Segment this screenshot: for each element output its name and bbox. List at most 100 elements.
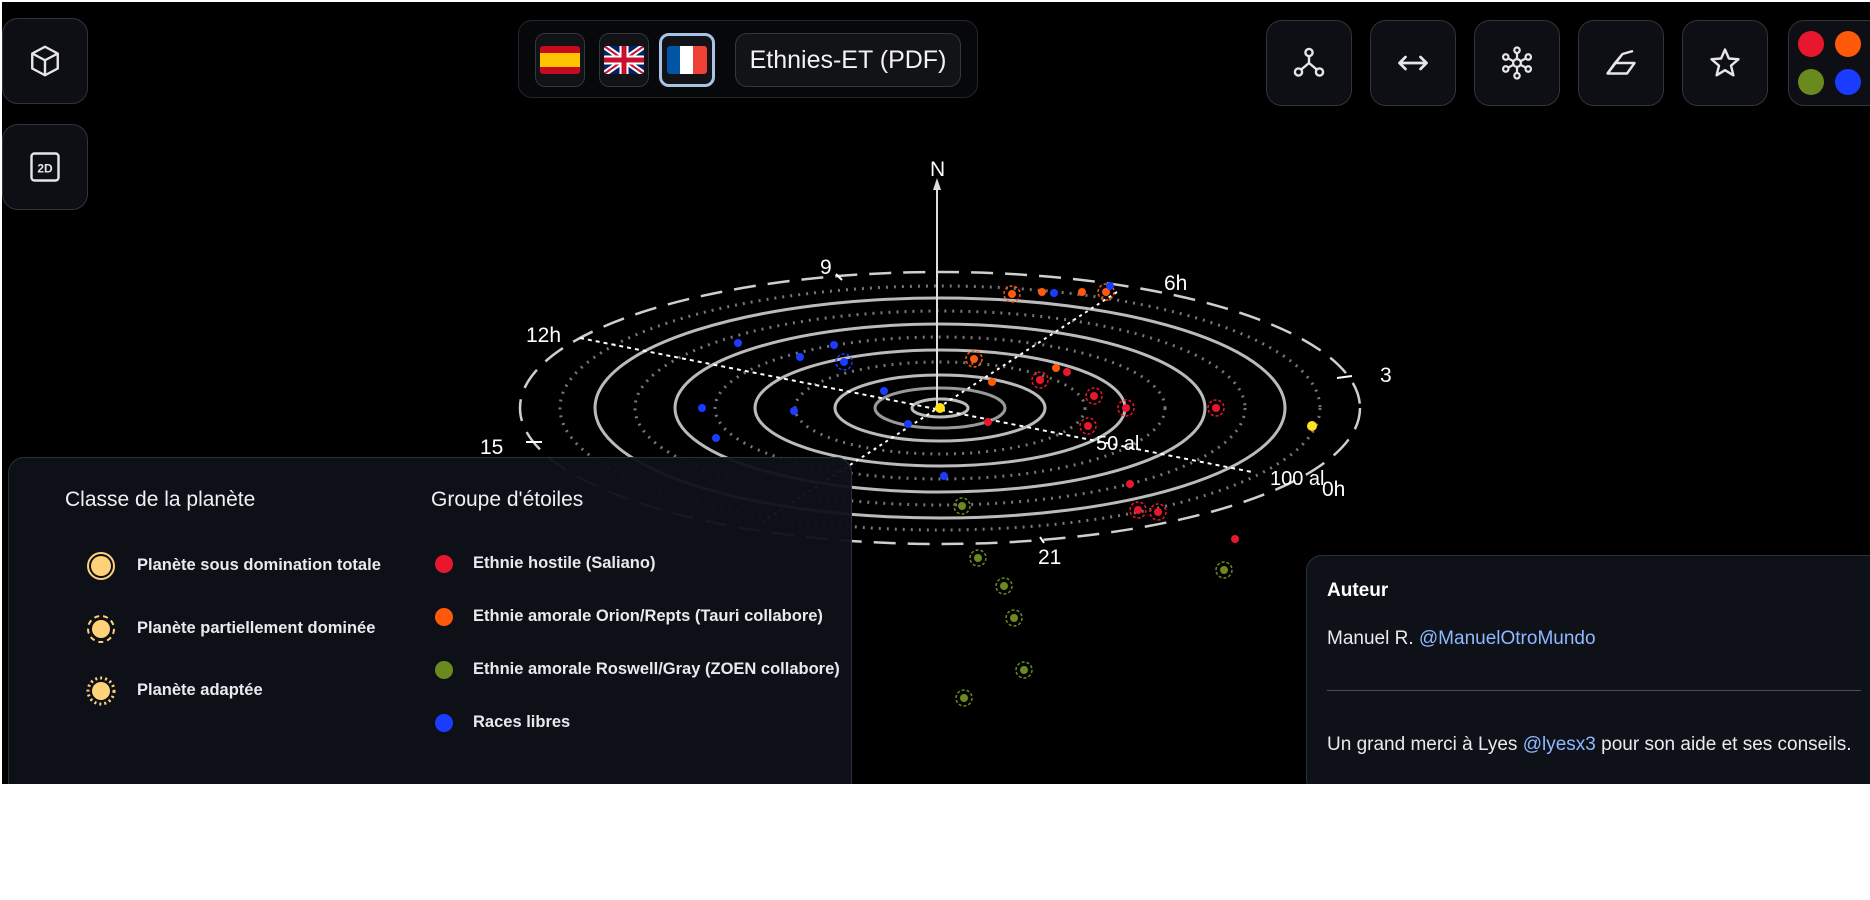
star-marker[interactable] — [1078, 288, 1086, 296]
palette-orange-dot — [1835, 31, 1861, 57]
ethnies-pdf-button[interactable]: Ethnies-ET (PDF) — [735, 33, 961, 87]
thanks-line: Un grand merci à Lyes @lyesx3 pour son a… — [1327, 734, 1851, 756]
star-marker-ring — [1215, 561, 1233, 579]
star-marker[interactable] — [1134, 506, 1142, 514]
planet-class-title: Classe de la planète — [65, 488, 256, 511]
star-marker[interactable] — [984, 418, 992, 426]
star-marker[interactable] — [1052, 364, 1060, 372]
palette-blue-dot — [1835, 69, 1861, 95]
svg-text:2D: 2D — [37, 161, 53, 175]
star-marker[interactable] — [712, 434, 720, 442]
hour-label-6h: 6h — [1164, 272, 1187, 295]
language-english-button[interactable] — [599, 33, 649, 87]
thanks-prefix: Un grand merci à Lyes — [1327, 734, 1518, 755]
star-marker[interactable] — [1036, 376, 1044, 384]
star-group-label: Races libres — [473, 713, 571, 731]
credits-divider — [1327, 690, 1861, 691]
planet-adapted-icon — [86, 676, 116, 706]
hour-label-21: 21 — [1038, 546, 1061, 569]
star-marker[interactable] — [1154, 508, 1162, 516]
star-marker[interactable] — [1220, 566, 1228, 574]
star-marker-ring — [1031, 371, 1049, 389]
star-group-label: Ethnie hostile (Saliano) — [473, 554, 656, 572]
star-marker[interactable] — [880, 387, 888, 395]
star-marker[interactable] — [796, 353, 804, 361]
star-marker[interactable] — [1020, 666, 1028, 674]
star-marker[interactable] — [974, 554, 982, 562]
french-flag-icon — [667, 46, 707, 74]
star-marker[interactable] — [1102, 288, 1110, 296]
star-marker[interactable] — [1084, 422, 1092, 430]
star-marker[interactable] — [1122, 404, 1130, 412]
language-spanish-button[interactable] — [535, 33, 585, 87]
star-marker[interactable] — [1038, 288, 1046, 296]
thanks-handle-link[interactable]: @lyesx3 — [1522, 734, 1596, 755]
star-marker[interactable] — [1008, 290, 1016, 298]
star-marker[interactable] — [958, 502, 966, 510]
view-2d-button[interactable]: 2D — [2, 124, 88, 210]
star-marker[interactable] — [830, 341, 838, 349]
star-marker[interactable] — [734, 339, 742, 347]
surface-plane-button[interactable] — [1578, 20, 1664, 106]
star-marker[interactable] — [970, 355, 978, 363]
star-marker[interactable] — [960, 694, 968, 702]
star-marker-ring — [995, 577, 1013, 595]
star-marker[interactable] — [840, 358, 848, 366]
planet-partial-domination-icon — [87, 615, 115, 643]
star-marker[interactable] — [940, 472, 948, 480]
view-2d-icon: 2D — [30, 152, 60, 182]
language-french-button[interactable] — [659, 33, 715, 87]
star-group-orion-dot — [435, 608, 453, 626]
star-marker-ring — [955, 689, 973, 707]
view-3d-button[interactable] — [2, 18, 88, 104]
language-bar: Ethnies-ET (PDF) — [518, 20, 978, 98]
sun-marker[interactable] — [935, 403, 945, 413]
star-markers[interactable] — [698, 282, 1317, 707]
author-handle-link[interactable]: @ManuelOtroMundo — [1418, 628, 1596, 649]
hub-network-icon — [1501, 46, 1533, 80]
favorites-button[interactable] — [1682, 20, 1768, 106]
planet-class-label: Planète partiellement dominée — [137, 619, 376, 637]
star-marker-ring — [965, 350, 983, 368]
author-line: Manuel R. @ManuelOtroMundo — [1327, 628, 1596, 650]
uk-flag-icon — [604, 46, 644, 74]
horizontal-arrows-button[interactable] — [1370, 20, 1456, 106]
star-marker[interactable] — [1050, 289, 1058, 297]
star-map-viewport[interactable]: N 9 6h 12h 3 15 0h 21 50 al 100 al 2D — [2, 2, 1870, 784]
star-marker-ring — [969, 549, 987, 567]
star-marker[interactable] — [1126, 480, 1134, 488]
star-marker[interactable] — [1063, 368, 1071, 376]
star-marker-ring — [1097, 283, 1115, 301]
palette-red-dot — [1798, 31, 1824, 57]
planet-class-label: Planète sous domination totale — [137, 556, 381, 574]
star-group-label: Ethnie amorale Orion/Repts (Tauri collab… — [473, 607, 823, 625]
star-marker[interactable] — [988, 378, 996, 386]
star-marker-ring — [953, 497, 971, 515]
hour-label-9: 9 — [820, 256, 832, 279]
star-marker[interactable] — [1010, 614, 1018, 622]
star-marker[interactable] — [904, 420, 912, 428]
star-marker[interactable] — [1090, 392, 1098, 400]
star-marker-ring — [1005, 609, 1023, 627]
sun-marker[interactable] — [1307, 421, 1317, 431]
star-marker[interactable] — [698, 404, 706, 412]
credits-title: Auteur — [1327, 580, 1389, 601]
star-marker[interactable] — [1106, 282, 1114, 290]
color-palette-button[interactable] — [1788, 20, 1870, 106]
spanish-flag-icon — [540, 46, 580, 74]
star-marker[interactable] — [790, 407, 798, 415]
star-marker[interactable] — [1231, 535, 1239, 543]
star-marker-ring — [1207, 399, 1225, 417]
north-label: N — [930, 158, 945, 181]
planet-total-domination-icon — [87, 552, 115, 580]
star-marker[interactable] — [1212, 404, 1220, 412]
network-graph-button[interactable] — [1266, 20, 1352, 106]
star-marker[interactable] — [1000, 582, 1008, 590]
surface-plane-icon — [1606, 49, 1636, 75]
star-marker-ring — [1015, 661, 1033, 679]
hub-network-button[interactable] — [1474, 20, 1560, 106]
star-marker-ring — [1079, 417, 1097, 435]
star-group-title: Groupe d'étoiles — [431, 488, 584, 511]
hour-label-0h: 0h — [1322, 478, 1345, 501]
palette-green-dot — [1798, 69, 1824, 95]
